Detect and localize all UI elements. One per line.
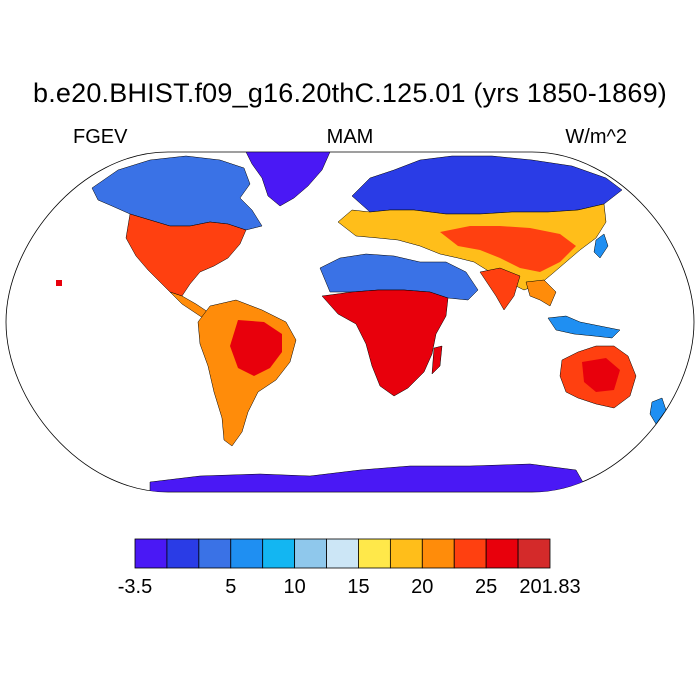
land-new-zealand — [649, 397, 667, 425]
land-australia-core — [582, 358, 620, 392]
land-southeast-asia — [525, 279, 557, 307]
colorbar-tick-label-2: 10 — [283, 576, 306, 598]
colorbar-tick-label-4: 20 — [411, 576, 434, 598]
land-greenland — [245, 152, 331, 207]
land-south-asia — [479, 267, 521, 311]
land-hawaii — [56, 280, 62, 286]
variable-label: FGEV — [73, 126, 128, 148]
land-north-america-south — [125, 213, 247, 297]
plot-title: b.e20.BHIST.f09_g16.20thC.125.01 (yrs 18… — [32, 78, 667, 108]
land-africa-south — [321, 289, 449, 397]
land-japan — [593, 233, 609, 259]
land-eurasia-band — [440, 226, 576, 272]
season-label: MAM — [326, 126, 374, 148]
colorbar-tick-label-1: 5 — [225, 576, 237, 598]
land-madagascar — [431, 345, 443, 375]
colorbar-tick-label-0: -3.5 — [117, 576, 153, 598]
colorbar-tick-label-6: 201.83 — [519, 576, 581, 598]
colorbar-tick-label-5: 25 — [475, 576, 498, 598]
land-south-america-core — [230, 320, 282, 376]
units-label: W/m^2 — [565, 126, 627, 148]
colorbar-tick-label-3: 15 — [347, 576, 370, 598]
land-indonesia — [547, 315, 621, 339]
